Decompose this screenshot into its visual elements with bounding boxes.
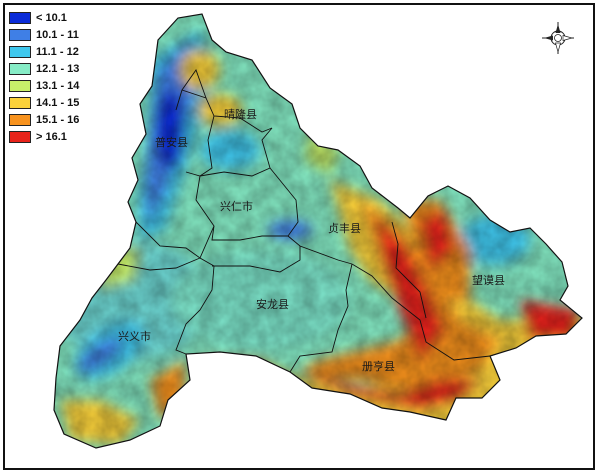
county-label-ceheng: 册亨县 [362, 359, 395, 373]
legend-item: 10.1 - 11 [9, 26, 79, 43]
legend-item: 14.1 - 15 [9, 94, 79, 111]
legend-item: 15.1 - 16 [9, 111, 79, 128]
county-label-qinglong: 晴隆县 [224, 107, 257, 121]
county-label-wangmo: 望谟县 [472, 274, 505, 287]
county-label-puan: 普安县 [155, 135, 188, 149]
county-boundaries [117, 69, 491, 373]
legend-swatch [9, 28, 31, 41]
legend-swatch [9, 79, 31, 92]
legend-label: < 10.1 [36, 11, 67, 24]
legend-label: 10.1 - 11 [36, 28, 79, 41]
legend-item: 13.1 - 14 [9, 77, 79, 94]
county-labels: 晴隆县 普安县 兴仁市 贞丰县 望谟县 安龙县 兴义市 册亨县 [118, 107, 505, 373]
legend-label: 15.1 - 16 [36, 113, 80, 126]
county-label-xingren: 兴仁市 [220, 199, 253, 213]
legend-item: < 10.1 [9, 9, 79, 26]
legend-label: 11.1 - 12 [36, 45, 79, 58]
county-label-xingyi: 兴义市 [118, 329, 151, 343]
legend-label: 12.1 - 13 [36, 62, 80, 75]
legend-swatch [9, 62, 31, 75]
legend-item: 11.1 - 12 [9, 43, 79, 60]
legend-swatch [9, 96, 31, 109]
legend-swatch [9, 113, 31, 126]
legend-swatch [9, 11, 31, 24]
legend-label: > 16.1 [36, 130, 67, 143]
compass-rose-icon [542, 22, 574, 54]
legend-item: 12.1 - 13 [9, 60, 79, 77]
county-label-zhenfeng: 贞丰县 [328, 221, 361, 235]
county-label-anlong: 安龙县 [256, 297, 289, 311]
legend-swatch [9, 130, 31, 143]
legend-label: 13.1 - 14 [36, 79, 80, 92]
legend-item: > 16.1 [9, 128, 79, 145]
temperature-surface [54, 14, 582, 448]
region-boundary [53, 13, 583, 449]
legend-swatch [9, 45, 31, 58]
legend-label: 14.1 - 15 [36, 96, 80, 109]
legend: < 10.1 10.1 - 11 11.1 - 12 12.1 - 13 13.… [9, 9, 79, 145]
